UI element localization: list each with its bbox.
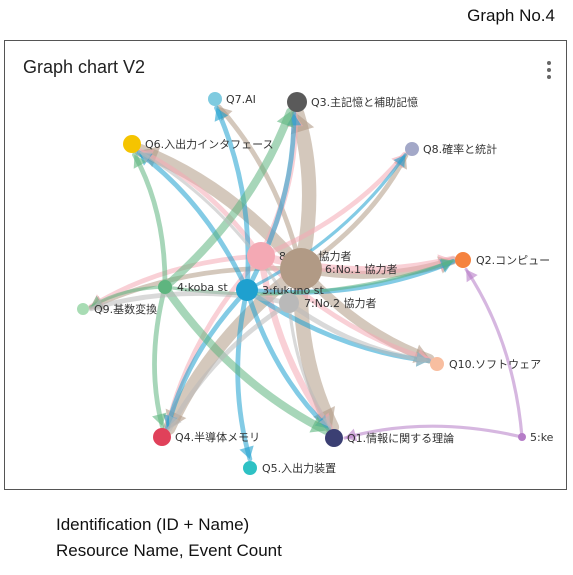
edge-arrowhead-n4-q1 (309, 416, 326, 433)
node-circle[interactable] (405, 142, 419, 156)
edge-arrowhead-n4-q2 (440, 258, 454, 271)
card-title: Graph chart V2 (23, 57, 146, 77)
node-circle[interactable] (123, 135, 141, 153)
edge-n7-q6 (138, 150, 291, 305)
node-circle[interactable] (287, 92, 307, 112)
caption: Identification (ID + Name) Resource Name… (56, 512, 282, 564)
node-label: 3:fukuno st (262, 284, 324, 297)
node-label: 4:koba st (177, 281, 228, 294)
node-label: Q9.基数変換 (94, 302, 157, 316)
edge-n5-q2 (464, 267, 524, 439)
node-circle[interactable] (279, 293, 299, 313)
edge-n3-q4 (165, 287, 250, 430)
node-label: Q8.確率と統計 (423, 142, 497, 156)
edge-n8-q8 (258, 151, 408, 259)
edge-n6-q3 (290, 106, 317, 277)
node-circle[interactable] (77, 303, 89, 315)
node-circle[interactable] (280, 248, 322, 290)
node-circle[interactable] (455, 252, 471, 268)
graph-node-q5[interactable]: Q5.入出力装置 (243, 461, 336, 475)
node-circle[interactable] (158, 280, 172, 294)
node-label: 6:No.1 協力者 (325, 263, 397, 276)
edge-n3-q1 (244, 287, 331, 431)
node-circle[interactable] (208, 92, 222, 106)
graph-node-q10[interactable]: Q10.ソフトウェア (430, 357, 541, 371)
edge-arrowhead-n7-q6 (139, 151, 153, 164)
graph-node-q9[interactable]: Q9.基数変換 (77, 302, 157, 316)
graph-node-n4[interactable]: 4:koba st (158, 280, 228, 294)
node-label: Q1.情報に関する理論 (347, 431, 454, 445)
node-circle[interactable] (153, 428, 171, 446)
node-label: Q3.主記憶と補助記憶 (311, 95, 418, 109)
edge-n6-q6 (134, 144, 308, 276)
graph-card: Graph chart V2 Q7.AI Q3.主記憶と補助記憶 Q6.入出力インタ… (4, 40, 567, 490)
edge-n4-q6 (132, 152, 168, 290)
kebab-menu-icon[interactable] (546, 61, 552, 81)
edge-arrowhead-n7-q1 (318, 414, 331, 428)
edge-arrowhead-n4-q3 (276, 111, 294, 128)
edge-n4-q1 (161, 283, 330, 435)
graph-node-q3[interactable]: Q3.主記憶と補助記憶 (287, 92, 418, 112)
edge-arrowhead-n3-q8 (393, 154, 406, 168)
graph-node-q6[interactable]: Q6.入出力インタフェース (123, 135, 274, 153)
node-circle[interactable] (247, 242, 275, 270)
node-label: Q5.入出力装置 (262, 461, 336, 475)
edge-arrowhead-n4-q4 (152, 412, 167, 427)
graph-node-q4[interactable]: Q4.半導体メモリ (153, 428, 260, 446)
node-circle[interactable] (325, 429, 343, 447)
edge-arrowhead-n5-q1 (344, 428, 358, 442)
edge-n4-q4 (152, 284, 168, 429)
edge-n6-q7 (216, 104, 304, 272)
edge-arrowhead-n5-q2 (466, 269, 478, 283)
node-circle[interactable] (518, 433, 526, 441)
node-label: 7:No.2 協力者 (304, 297, 376, 310)
graph-node-q7[interactable]: Q7.AI (208, 92, 256, 106)
edge-n3-q5 (235, 287, 253, 462)
node-label: Q2.コンピュー (476, 254, 550, 267)
graph-node-q2[interactable]: Q2.コンピュー (455, 252, 550, 268)
edge-arrowhead-n7-q10 (415, 351, 429, 367)
graph-node-n6[interactable]: 6:No.1 協力者 (280, 248, 397, 290)
node-circle[interactable] (236, 279, 258, 301)
edge-n7-q9 (88, 291, 292, 312)
node-circle[interactable] (430, 357, 444, 371)
node-label: 5:ke (530, 431, 554, 444)
network-graph[interactable]: Q7.AIQ3.主記憶と補助記憶Q6.入出力インタフェースQ8.確率と統計8:N… (5, 41, 565, 488)
node-label: Q6.入出力インタフェース (145, 137, 274, 151)
edge-n3-q6 (136, 150, 250, 293)
edge-arrowhead-n3-q7 (214, 107, 229, 122)
node-circle[interactable] (243, 461, 257, 475)
caption-line-identification: Identification (ID + Name) (56, 515, 250, 534)
edge-arrowhead-n7-q4 (168, 415, 182, 430)
edge-arrowhead-n4-q6 (133, 154, 147, 169)
graph-number-label: Graph No.4 (467, 6, 555, 25)
edge-n7-q4 (167, 300, 292, 432)
edge-n4-q3 (161, 107, 295, 291)
caption-line-resource: Resource Name, Event Count (56, 541, 282, 560)
edge-n5-q1 (343, 424, 524, 440)
graph-node-n5[interactable]: 5:ke (518, 431, 554, 444)
graph-node-n3[interactable]: 3:fukuno st (236, 279, 324, 301)
edge-n7-q1 (287, 301, 333, 430)
edge-arrowhead-n3-q5 (239, 445, 254, 460)
edge-n7-q10 (286, 300, 432, 363)
graph-node-n7[interactable]: 7:No.2 協力者 (279, 293, 376, 313)
node-label: Q10.ソフトウェア (449, 358, 541, 371)
node-label: Q4.半導体メモリ (175, 430, 260, 444)
edge-arrowhead-n7-q9 (90, 298, 105, 313)
node-label: Q7.AI (226, 93, 256, 106)
graph-node-q8[interactable]: Q8.確率と統計 (405, 142, 497, 156)
graph-node-q1[interactable]: Q1.情報に関する理論 (325, 429, 454, 447)
